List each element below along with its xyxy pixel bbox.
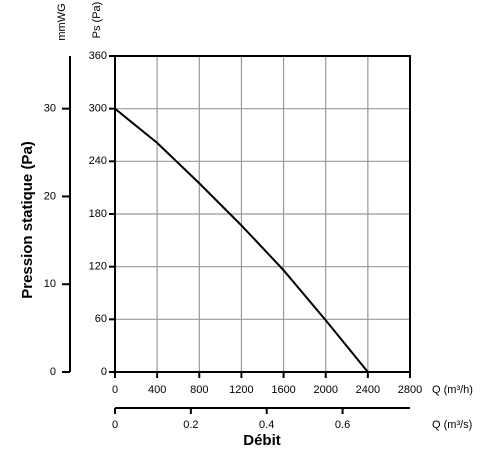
y-tick-label: 120	[89, 261, 107, 273]
y-tick-label: 180	[89, 208, 107, 220]
x-tick-label: 2800	[398, 384, 422, 396]
y-tick-label: 300	[89, 103, 107, 115]
x2-tick-label: 0	[112, 419, 118, 431]
x-unit: Q (m³/h)	[432, 384, 473, 396]
y2-tick-label: 0	[50, 366, 56, 378]
x2-tick-label: 0.4	[259, 419, 274, 431]
y-tick-label: 60	[95, 313, 107, 325]
x2-tick-label: 0.2	[183, 419, 198, 431]
x-tick-label: 0	[112, 384, 118, 396]
x-tick-label: 2000	[313, 384, 337, 396]
y-tick-label: 240	[89, 155, 107, 167]
x-tick-label: 1600	[271, 384, 295, 396]
x-tick-label: 2400	[356, 384, 380, 396]
x2-unit: Q (m³/s)	[432, 419, 472, 431]
curve	[114, 107, 369, 373]
y2-tick-label: 30	[44, 103, 56, 115]
x-tick-label: 1200	[229, 384, 253, 396]
x2-tick-label: 0.6	[335, 419, 350, 431]
y-label: Pression statique (Pa)	[19, 141, 36, 299]
y-tick-label: 0	[101, 366, 107, 378]
y2-tick-label: 20	[44, 190, 56, 202]
x-tick-label: 800	[190, 384, 208, 396]
plot-frame	[114, 55, 411, 373]
y-unit: Ps (Pa)	[91, 2, 103, 39]
x-label: Débit	[243, 432, 281, 449]
y-tick-label: 360	[89, 50, 107, 62]
y2-unit: mmWG	[56, 3, 68, 40]
y2-tick-label: 10	[44, 278, 56, 290]
x-tick-label: 400	[148, 384, 166, 396]
